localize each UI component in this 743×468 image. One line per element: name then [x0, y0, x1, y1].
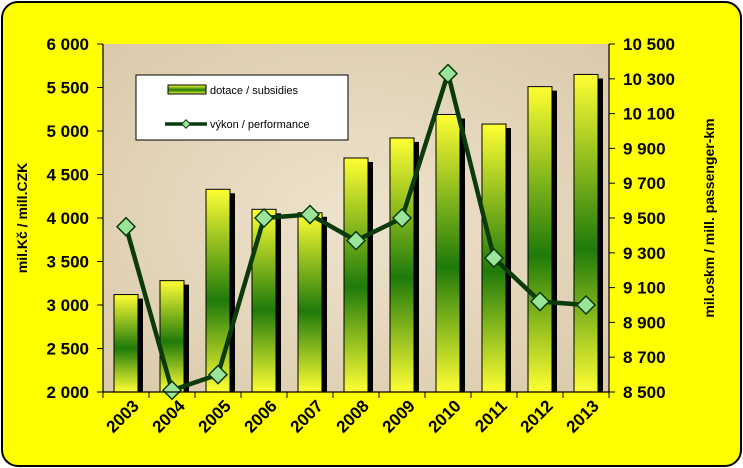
performance-markers — [115, 63, 597, 401]
legend-label-subsidies: dotace / subsidies — [210, 85, 299, 97]
bar-2003 — [113, 294, 139, 393]
left-tick-label: 2 000 — [46, 383, 89, 402]
performance-point-2008 — [345, 230, 367, 251]
left-tick-label: 4 000 — [46, 209, 89, 228]
y2-axis-label: mil.oskm / mill. passenger-km — [701, 118, 717, 317]
performance-point-2006 — [253, 207, 275, 229]
bar-2009 — [389, 137, 415, 393]
legend-bar-swatch — [167, 84, 207, 95]
bar-2010 — [435, 113, 461, 393]
performance-point-2004 — [161, 380, 183, 401]
right-ticks: 8 500 8 700 8 900 9 100 9 300 9 500 9 700 9 900… — [609, 35, 675, 402]
performance-point-2007 — [299, 204, 321, 225]
right-tick-label: 10 500 — [623, 35, 675, 54]
right-tick-label: 8 500 — [623, 383, 666, 402]
right-tick-label: 9 500 — [623, 209, 666, 228]
right-tick-label: 9 900 — [623, 139, 666, 158]
legend-marker-swatch — [181, 119, 191, 129]
bar-2005 — [205, 188, 231, 393]
left-tick-label: 5 000 — [46, 122, 89, 141]
performance-point-2010 — [437, 63, 459, 84]
legend: dotace / subsidies výkon / performance — [135, 74, 349, 141]
right-tick-label: 10 100 — [623, 105, 675, 124]
bars — [113, 73, 599, 393]
performance-point-2003 — [115, 216, 137, 237]
legend-label-performance: výkon / performance — [210, 119, 310, 131]
bar-2007 — [297, 212, 323, 393]
right-tick-label: 9 100 — [623, 279, 666, 298]
bar-2006 — [251, 208, 277, 393]
right-tick-label: 8 700 — [623, 348, 666, 367]
left-tick-label: 3 500 — [46, 253, 89, 272]
performance-point-2011 — [483, 247, 505, 269]
performance-point-2013 — [575, 294, 597, 316]
right-tick-label: 9 700 — [623, 174, 666, 193]
right-tick-label: 8 900 — [623, 313, 666, 332]
left-tick-label: 6 000 — [46, 35, 89, 54]
performance-point-2012 — [529, 291, 551, 312]
y-axis-label: mil.Kč / mill.CZK — [14, 163, 30, 273]
left-tick-label: 2 500 — [46, 340, 89, 359]
left-tick-label: 5 500 — [46, 79, 89, 98]
bar-2012 — [527, 86, 553, 393]
bar-2008 — [343, 157, 369, 393]
right-tick-label: 10 300 — [623, 70, 675, 89]
performance-point-2009 — [391, 207, 413, 229]
left-tick-label: 4 500 — [46, 166, 89, 185]
performance-point-2005 — [207, 364, 229, 385]
left-tick-label: 3 000 — [46, 296, 89, 315]
bar-2004 — [159, 280, 185, 393]
right-tick-label: 9 300 — [623, 244, 666, 263]
left-ticks: 2 000 2 500 3 000 3 500 4 000 4 500 5 000 5 500… — [46, 35, 103, 402]
bar-2013 — [573, 73, 599, 393]
